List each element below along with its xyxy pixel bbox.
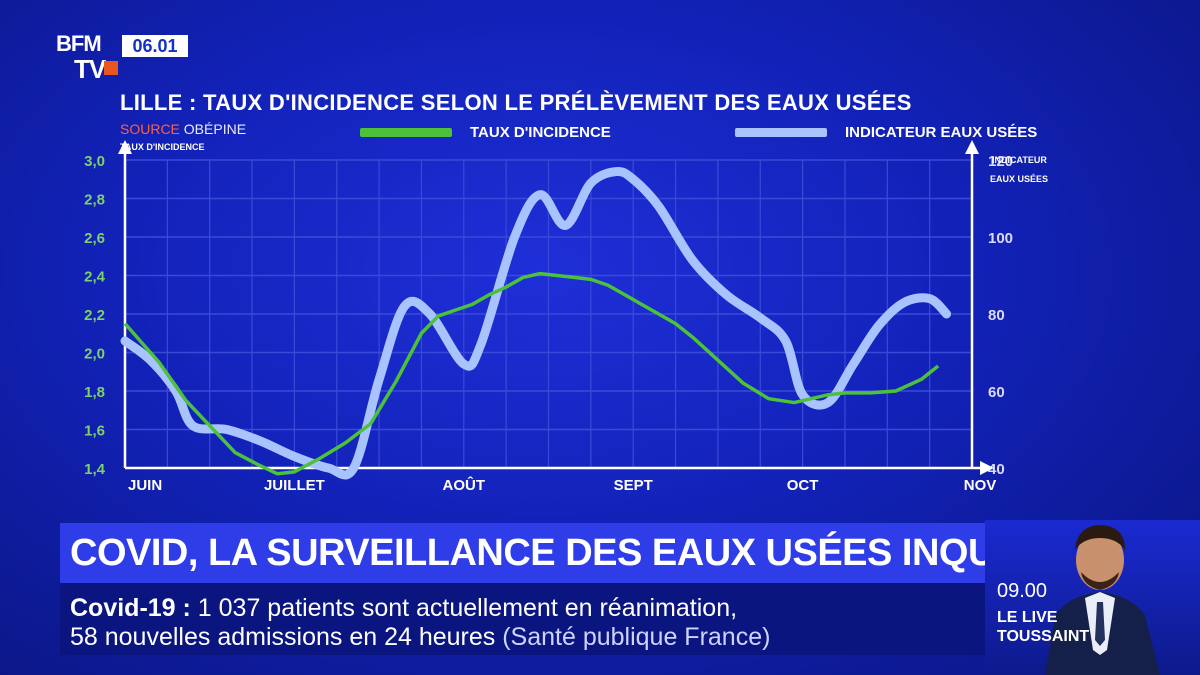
- show-name-line-2: TOUSSAINT: [997, 628, 1090, 645]
- y-left-tick-label: 2,4: [84, 269, 106, 286]
- logo-tv: TV: [74, 54, 106, 84]
- y-right-tick-label: 60: [988, 384, 1005, 401]
- line-chart: 1,4 1,6 1,8 2,0 2,2 2,4 2,6 2,8 3,0 40 60 80 100 120 T…: [84, 140, 1048, 494]
- presenter-silhouette-icon: [1045, 525, 1160, 675]
- source-label: SOURCE: [120, 121, 180, 137]
- x-axis-arrow-icon: [980, 461, 994, 475]
- show-time: 09.00: [997, 580, 1048, 602]
- x-tick-label: AOÛT: [443, 476, 486, 494]
- y-left-tick-label: 1,4: [84, 461, 106, 478]
- series-wastewater-line: [120, 166, 952, 480]
- y-right-tick-label: 40: [988, 461, 1005, 478]
- y-left-tick-label: 1,8: [84, 384, 105, 401]
- legend-wastewater: INDICATEUR EAUX USÉES: [735, 124, 1037, 141]
- y-right-tick-label: 120: [988, 153, 1013, 170]
- y-left-tick-label: 3,0: [84, 153, 105, 170]
- y-right-axis-arrow-icon: [965, 140, 979, 154]
- y-left-tick-label: 2,2: [84, 307, 105, 324]
- y-left-tick-label: 1,6: [84, 423, 105, 440]
- legend-label-wastewater: INDICATEUR EAUX USÉES: [845, 124, 1038, 141]
- channel-logo: BFM TV: [56, 33, 120, 85]
- x-tick-label: NOV: [964, 477, 997, 494]
- legend-incidence: TAUX D'INCIDENCE: [360, 124, 611, 141]
- headline-banner: [60, 523, 985, 583]
- y-right-axis-label-line-2: EAUX USÉES: [990, 174, 1048, 184]
- ticker-label: Covid-19 :: [70, 594, 191, 622]
- source-name: OBÉPINE: [183, 121, 247, 137]
- x-tick-label: SEPT: [614, 477, 653, 494]
- y-right-tick-label: 80: [988, 307, 1005, 324]
- logo-bfm: BFM: [56, 31, 102, 56]
- chart-source: SOURCE OBÉPINE: [120, 121, 246, 137]
- y-right-axis-label-line-1: INDICATEUR: [992, 155, 1047, 165]
- ticker-line-2: 58 nouvelles admissions en 24 heures (Sa…: [70, 623, 770, 652]
- ticker-text-2: 58 nouvelles admissions en 24 heures: [70, 623, 503, 651]
- series-incidence-line: [123, 271, 940, 476]
- y-left-tick-label: 2,8: [84, 192, 105, 209]
- y-left-axis-label: TAUX D'INCIDENCE: [120, 142, 204, 152]
- presenter-video: [985, 520, 1200, 675]
- ticker-text-1: 1 037 patients sont actuellement en réan…: [190, 594, 738, 622]
- y-right-tick-label: 100: [988, 230, 1013, 247]
- chart-title: LILLE : TAUX D'INCIDENCE SELON LE PRÉLÈV…: [120, 90, 912, 115]
- logo-square-icon: [104, 61, 118, 75]
- y-left-tick-label: 2,0: [84, 346, 105, 363]
- clock: 06.01: [122, 35, 188, 57]
- x-tick-label: JUILLET: [264, 477, 325, 494]
- ticker-source: (Santé publique France): [502, 623, 771, 651]
- x-tick-label: JUIN: [128, 477, 162, 494]
- show-name-line-1: LE LIVE: [997, 609, 1058, 626]
- legend-swatch-incidence: [360, 128, 452, 137]
- legend-swatch-wastewater: [735, 128, 827, 137]
- x-tick-label: OCT: [787, 477, 819, 494]
- y-left-axis-arrow-icon: [118, 140, 132, 154]
- legend-label-incidence: TAUX D'INCIDENCE: [470, 124, 611, 141]
- y-left-tick-label: 2,6: [84, 230, 105, 247]
- news-ticker: [60, 583, 985, 655]
- headline-text: COVID, LA SURVEILLANCE DES EAUX USÉES IN…: [70, 532, 1078, 574]
- ticker-line-1: Covid-19 : 1 037 patients sont actuellem…: [70, 594, 737, 623]
